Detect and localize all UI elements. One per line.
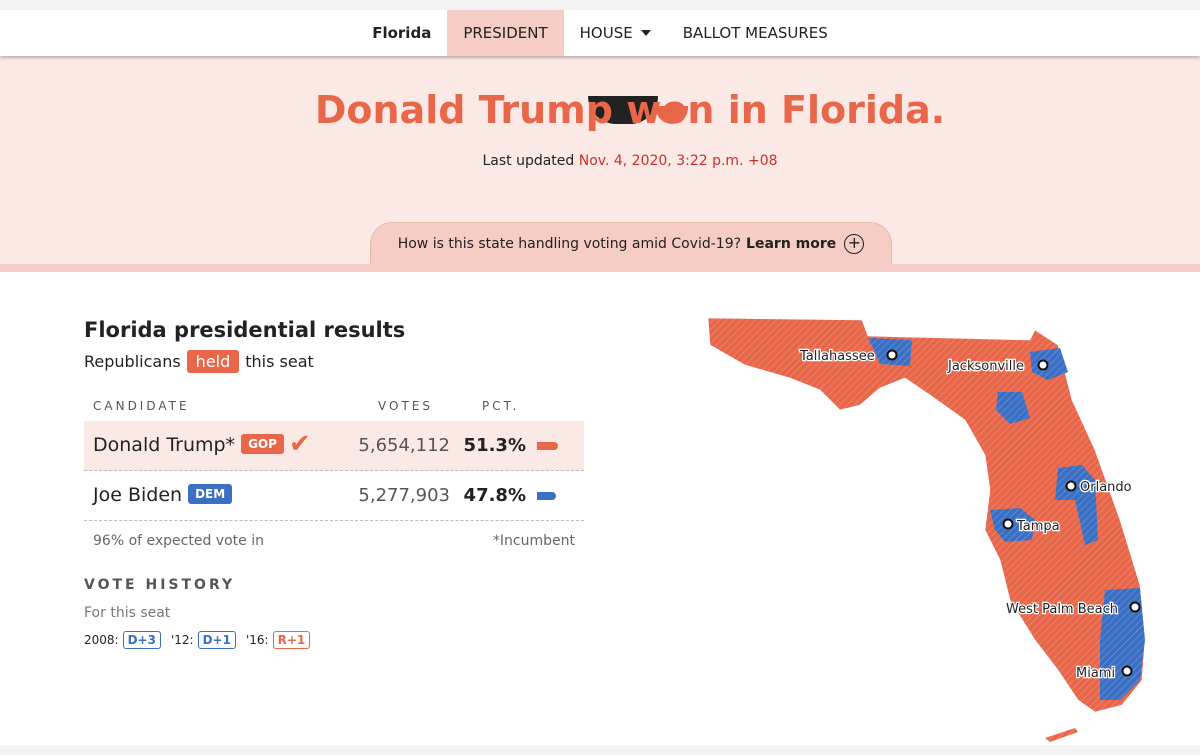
candidate-name: Joe Biden [93, 484, 183, 506]
results-panel: Florida presidential results Republicans… [84, 318, 584, 649]
updated-label: Last updated [482, 153, 575, 169]
vote-count: 5,654,112 [358, 435, 450, 456]
held-badge: held [186, 350, 240, 373]
keys [1045, 728, 1078, 742]
held-post: this seat [245, 352, 314, 371]
covid-info-button[interactable]: How is this state handling voting amid C… [370, 222, 892, 264]
pct-bar [537, 492, 557, 500]
browser-strip [0, 0, 1200, 10]
covid-text: How is this state handling voting amid C… [397, 235, 742, 252]
vote-pct: 47.8% [463, 485, 526, 506]
header-candidate: CANDIDATE [93, 399, 190, 413]
history-year: '12: [170, 633, 194, 647]
party-dot [656, 106, 688, 124]
city-label: Jacksonville [947, 359, 1024, 374]
history-badge: R+1 [272, 631, 311, 649]
table-header: CANDIDATE VOTES PCT. [84, 387, 584, 421]
nav-state[interactable]: Florida [372, 24, 432, 42]
held-seat: Republicans held this seat [84, 350, 584, 373]
header-votes: VOTES [378, 399, 433, 413]
candidate-name-cell: Joe Biden DEM [93, 484, 233, 506]
city-label: West Palm Beach [1006, 602, 1118, 617]
party-badge: DEM [188, 484, 233, 504]
vote-history-title: VOTE HISTORY [84, 577, 236, 593]
plus-circle-icon: + [844, 233, 865, 254]
page-title: Donald Trump won in Florida. [314, 88, 946, 132]
held-pre: Republicans [84, 352, 181, 371]
history-year: '16: [245, 633, 269, 647]
top-nav: Florida PRESIDENT HOUSE BALLOT MEASURES [0, 10, 1200, 56]
caret-down-icon [640, 30, 651, 36]
table-row: Joe Biden DEM 5,277,903 47.8% [84, 471, 584, 521]
winner-check-icon: ✔ [289, 429, 311, 459]
divider-band [0, 264, 1200, 272]
candidate-name: Donald Trump* [93, 434, 236, 456]
learn-more-link[interactable]: Learn more [746, 235, 837, 252]
tab-label: HOUSE [579, 24, 633, 42]
table-footer: 96% of expected vote in *Incumbent [84, 521, 584, 561]
header-pct: PCT. [482, 399, 520, 413]
city-label: Orlando [1080, 480, 1132, 495]
city-label: Tallahassee [799, 349, 875, 364]
florida-county-map[interactable]: Tallahassee Jacksonville Orlando Tampa W… [690, 300, 1170, 750]
results-title: Florida presidential results [84, 318, 406, 342]
incumbent-note: *Incumbent [492, 533, 575, 549]
table-row: Donald Trump* GOP ✔ 5,654,112 51.3% [84, 421, 584, 471]
city-label: Tampa [1016, 519, 1060, 534]
tab-label: PRESIDENT [463, 24, 548, 42]
history-badge: D+3 [122, 631, 161, 649]
history-badge: D+1 [197, 631, 236, 649]
expected-vote: 96% of expected vote in [93, 533, 264, 549]
city-markers [886, 349, 1141, 677]
vote-pct: 51.3% [463, 435, 526, 456]
vote-history: 2008: D+3 '12: D+1 '16: R+1 [84, 631, 584, 649]
candidate-name-cell: Donald Trump* GOP [93, 434, 284, 456]
updated-time: Nov. 4, 2020, 3:22 p.m. +08 [578, 153, 778, 169]
city-label: Miami [1076, 666, 1115, 681]
tab-president[interactable]: PRESIDENT [447, 10, 564, 56]
pct-bar [537, 442, 558, 450]
tab-ballot-measures[interactable]: BALLOT MEASURES [667, 10, 844, 56]
party-badge: GOP [241, 434, 284, 454]
tab-label: BALLOT MEASURES [682, 24, 828, 42]
history-year: 2008: [84, 633, 119, 647]
vote-count: 5,277,903 [358, 485, 450, 506]
vote-history-subtitle: For this seat [84, 605, 171, 621]
last-updated: Last updated Nov. 4, 2020, 3:22 p.m. +08 [30, 153, 1200, 169]
tab-house[interactable]: HOUSE [564, 10, 667, 56]
bottom-strip [0, 745, 1200, 755]
